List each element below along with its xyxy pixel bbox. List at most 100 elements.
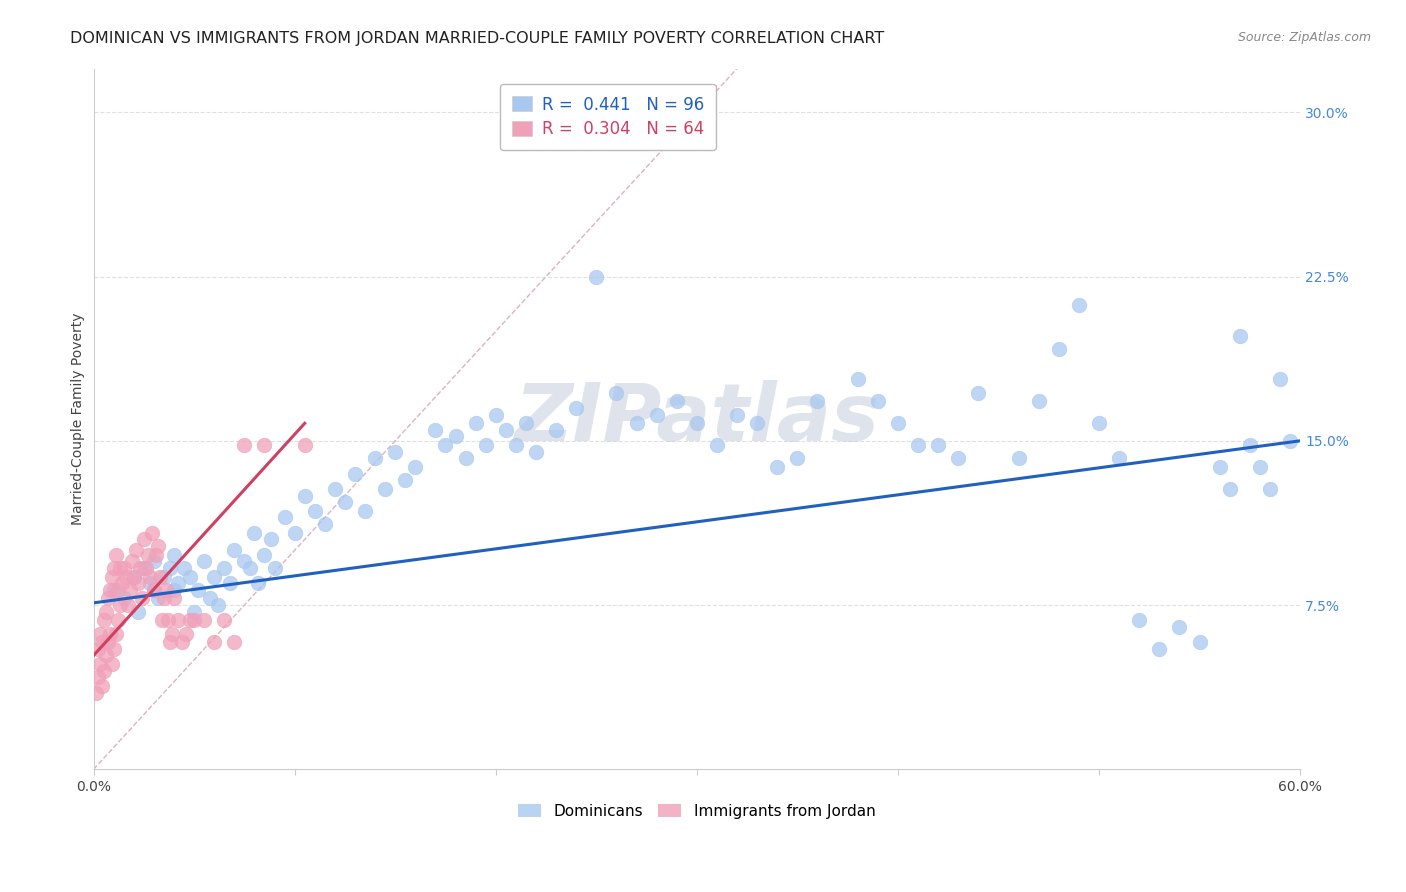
Point bbox=[104, 548, 127, 562]
Point bbox=[323, 482, 346, 496]
Point bbox=[132, 561, 155, 575]
Point bbox=[127, 605, 149, 619]
Point bbox=[259, 533, 281, 547]
Point bbox=[233, 554, 256, 568]
Point bbox=[384, 444, 406, 458]
Point bbox=[224, 635, 246, 649]
Point bbox=[485, 408, 508, 422]
Point bbox=[108, 561, 131, 575]
Point bbox=[159, 635, 181, 649]
Point bbox=[354, 504, 377, 518]
Point bbox=[153, 591, 176, 606]
Point bbox=[948, 451, 970, 466]
Point bbox=[122, 569, 145, 583]
Point bbox=[1188, 635, 1211, 649]
Point bbox=[114, 569, 136, 583]
Point bbox=[665, 394, 688, 409]
Point bbox=[132, 533, 155, 547]
Point bbox=[394, 473, 416, 487]
Point bbox=[193, 554, 215, 568]
Point bbox=[98, 582, 121, 597]
Point bbox=[117, 598, 139, 612]
Point bbox=[1219, 482, 1241, 496]
Point bbox=[163, 582, 186, 597]
Point bbox=[219, 576, 242, 591]
Point bbox=[1007, 451, 1029, 466]
Point bbox=[454, 451, 477, 466]
Point bbox=[141, 525, 163, 540]
Point bbox=[294, 489, 316, 503]
Point bbox=[156, 614, 179, 628]
Point bbox=[544, 423, 567, 437]
Point bbox=[142, 554, 165, 568]
Point bbox=[94, 605, 117, 619]
Point bbox=[747, 417, 769, 431]
Point bbox=[1229, 328, 1251, 343]
Point bbox=[786, 451, 808, 466]
Text: Source: ZipAtlas.com: Source: ZipAtlas.com bbox=[1237, 31, 1371, 45]
Point bbox=[224, 543, 246, 558]
Point bbox=[444, 429, 467, 443]
Point bbox=[202, 569, 225, 583]
Point bbox=[86, 641, 108, 656]
Point bbox=[1268, 372, 1291, 386]
Point bbox=[97, 635, 120, 649]
Point bbox=[94, 648, 117, 663]
Point bbox=[135, 561, 157, 575]
Legend: Dominicans, Immigrants from Jordan: Dominicans, Immigrants from Jordan bbox=[512, 797, 882, 825]
Point bbox=[139, 576, 162, 591]
Point bbox=[174, 626, 197, 640]
Point bbox=[294, 438, 316, 452]
Point bbox=[118, 582, 141, 597]
Point bbox=[725, 408, 748, 422]
Point bbox=[108, 598, 131, 612]
Point bbox=[149, 569, 172, 583]
Point bbox=[104, 626, 127, 640]
Text: DOMINICAN VS IMMIGRANTS FROM JORDAN MARRIED-COUPLE FAMILY POVERTY CORRELATION CH: DOMINICAN VS IMMIGRANTS FROM JORDAN MARR… bbox=[70, 31, 884, 46]
Point bbox=[121, 554, 143, 568]
Point bbox=[145, 548, 167, 562]
Point bbox=[706, 438, 728, 452]
Point bbox=[193, 614, 215, 628]
Point bbox=[333, 495, 356, 509]
Point bbox=[1108, 451, 1130, 466]
Point bbox=[163, 548, 186, 562]
Point bbox=[84, 686, 107, 700]
Point bbox=[253, 438, 276, 452]
Point bbox=[645, 408, 668, 422]
Point bbox=[179, 569, 201, 583]
Point bbox=[207, 598, 229, 612]
Point bbox=[515, 417, 537, 431]
Point bbox=[112, 561, 135, 575]
Point bbox=[103, 582, 125, 597]
Point bbox=[585, 269, 607, 284]
Text: ZIPatlas: ZIPatlas bbox=[515, 380, 879, 458]
Point bbox=[846, 372, 869, 386]
Point bbox=[103, 561, 125, 575]
Point bbox=[263, 561, 285, 575]
Point bbox=[97, 591, 120, 606]
Point bbox=[100, 657, 122, 672]
Point bbox=[167, 614, 190, 628]
Point bbox=[1279, 434, 1302, 448]
Point bbox=[766, 460, 789, 475]
Point bbox=[273, 510, 295, 524]
Point bbox=[434, 438, 457, 452]
Point bbox=[374, 482, 396, 496]
Point bbox=[159, 561, 181, 575]
Point bbox=[284, 525, 307, 540]
Point bbox=[866, 394, 889, 409]
Point bbox=[200, 591, 222, 606]
Point bbox=[107, 582, 129, 597]
Point bbox=[686, 417, 709, 431]
Point bbox=[1088, 417, 1111, 431]
Point bbox=[142, 582, 165, 597]
Point bbox=[1249, 460, 1271, 475]
Point bbox=[214, 561, 236, 575]
Point bbox=[128, 561, 150, 575]
Point bbox=[605, 385, 627, 400]
Point bbox=[233, 438, 256, 452]
Point bbox=[90, 679, 112, 693]
Point bbox=[146, 591, 169, 606]
Point bbox=[253, 548, 276, 562]
